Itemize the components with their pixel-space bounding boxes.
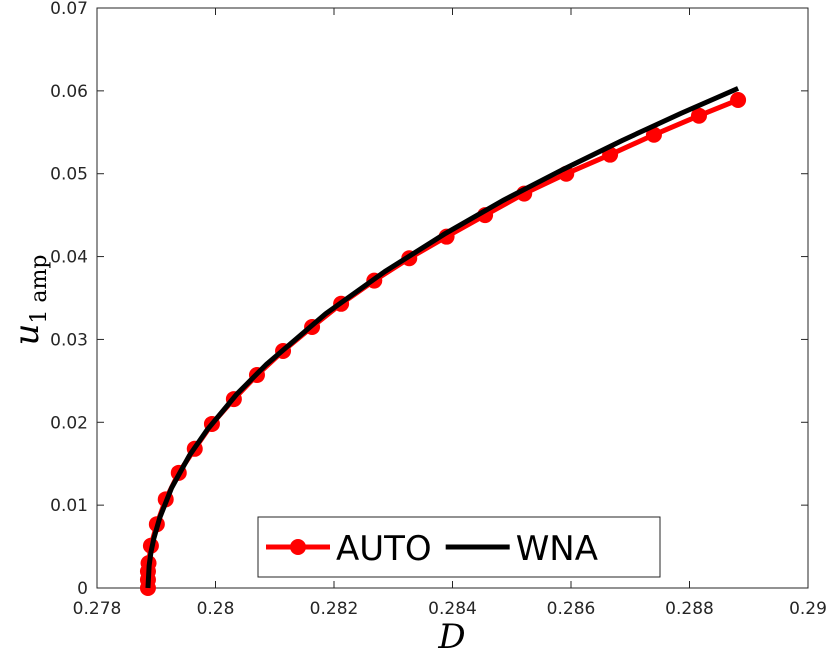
legend-marker	[290, 539, 306, 555]
y-tick-label: 0.06	[50, 82, 88, 102]
y-tick-label: 0.07	[50, 0, 88, 19]
x-tick-label: 0.286	[547, 599, 596, 619]
x-tick-label: 0.284	[428, 599, 477, 619]
y-label-var: u	[7, 324, 47, 346]
x-tick-label: 0.29	[789, 599, 827, 619]
y-tick-label: 0.05	[50, 165, 88, 185]
x-tick-label: 0.278	[73, 599, 122, 619]
legend-label: AUTO	[336, 529, 432, 569]
data-point	[730, 91, 747, 108]
y-tick-label: 0.03	[50, 330, 88, 350]
legend: AUTO WNA	[257, 516, 661, 578]
y-axis-label: u1 amp	[7, 255, 52, 346]
legend-label: WNA	[516, 529, 598, 569]
y-tick-label: 0.02	[50, 413, 88, 433]
y-axis-label-main: u1 amp	[7, 255, 52, 346]
y-tick-label: 0.01	[50, 496, 88, 516]
y-tick-label: 0.04	[50, 248, 88, 268]
y-tick-label: 0	[77, 579, 88, 599]
y-label-sub: 1 amp	[27, 255, 52, 324]
x-tick-label: 0.28	[197, 599, 235, 619]
x-tick-label: 0.288	[665, 599, 714, 619]
plot-frame	[96, 7, 809, 589]
x-axis-label: D	[437, 617, 465, 657]
x-tick-label: 0.282	[310, 599, 359, 619]
data-point	[690, 107, 707, 124]
data-point	[645, 126, 662, 143]
series-line	[145, 86, 740, 589]
